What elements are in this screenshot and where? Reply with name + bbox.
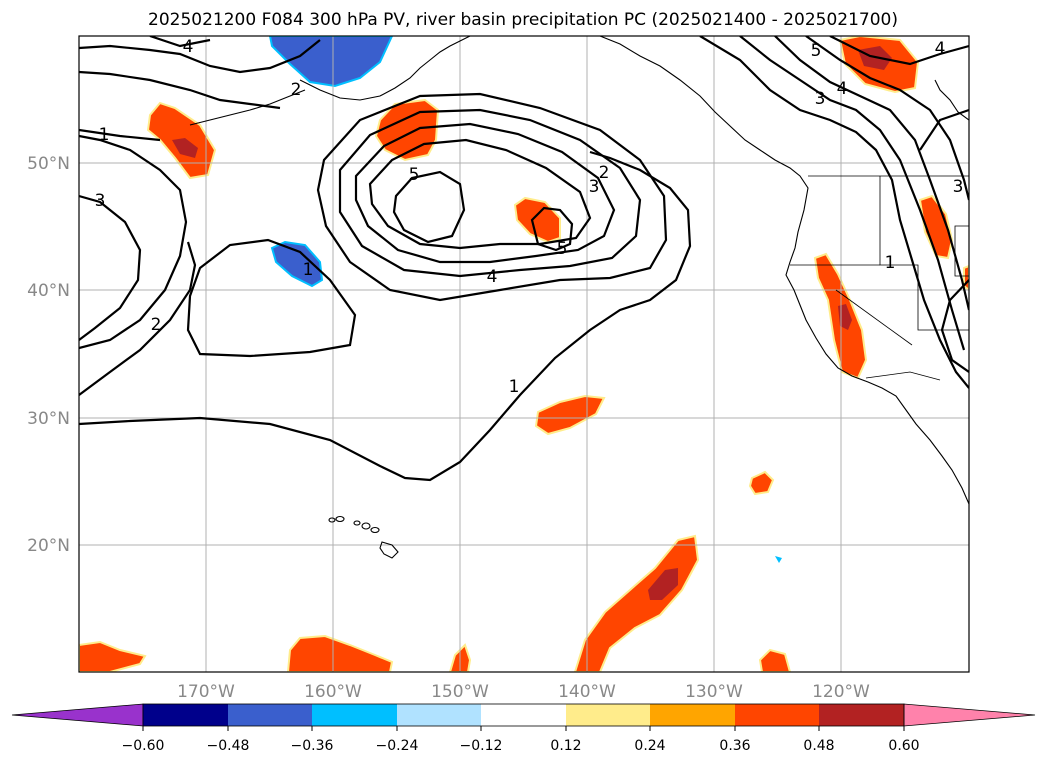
contour-label: 5 [409, 165, 420, 185]
coastlines [189, 36, 969, 505]
pv-contour-1-west [79, 241, 197, 396]
colorbar-tick-label: −0.60 [122, 738, 165, 754]
colorbar-segment [481, 704, 566, 726]
pv-contour-east-4 [805, 36, 969, 201]
pv-contour-closed-low [186, 238, 357, 358]
contour-label: 3 [589, 177, 600, 197]
pv-contour-high-2 [338, 108, 642, 278]
colorbar-segment [143, 704, 228, 726]
colorbar-segment [312, 704, 397, 726]
colorbar-tick-label: 0.36 [719, 738, 750, 754]
lon-label: 150°W [431, 682, 489, 702]
contour-label: 5 [811, 41, 822, 61]
pv-contour-high-4 [368, 138, 592, 250]
lon-label: 140°W [558, 682, 616, 702]
lat-label: 40°N [27, 281, 70, 301]
colorbar-tick-label: −0.36 [291, 738, 334, 754]
pv-contour-1-south [79, 150, 692, 482]
contour-label: 4 [837, 79, 848, 99]
colorbar-ticks: −0.60 −0.48 −0.36 −0.24 −0.12 0.12 0.24 … [122, 726, 920, 754]
colorbar-tick-label: −0.12 [460, 738, 503, 754]
contour-label: 1 [509, 377, 520, 397]
pv-contour-top-3 [79, 128, 161, 142]
pv-contour-3-west [79, 194, 142, 341]
colorbar-tick-label: −0.24 [376, 738, 419, 754]
lat-label: 30°N [27, 409, 70, 429]
contour-label: 3 [953, 177, 964, 197]
contour-label: 2 [151, 315, 162, 335]
colorbar: −0.60 −0.48 −0.36 −0.24 −0.12 0.12 0.24 … [11, 703, 1036, 754]
pv-contour-east-2 [739, 36, 966, 351]
contour-label: 1 [99, 125, 110, 145]
pv-contour-top-1 [79, 70, 281, 110]
pv-contour-2-west [79, 134, 188, 350]
colorbar-tick-label: 0.12 [550, 738, 581, 754]
contour-label: 1 [885, 253, 896, 273]
pv-contour-high-1 [316, 92, 668, 302]
colorbar-segment [397, 704, 481, 726]
map-area: 1 2 3 4 5 1 2 3 4 5 1 2 3 4 5 3 4 1 [79, 36, 969, 672]
map-frame [78, 35, 970, 673]
colorbar-extend-max [903, 703, 1036, 727]
colorbar-segment [819, 704, 904, 726]
colorbar-tick-label: −0.48 [207, 738, 250, 754]
colorbar-segment [228, 704, 312, 726]
borders [790, 175, 969, 381]
colorbar-tick-label: 0.48 [803, 738, 834, 754]
pv-contour-east-1 [699, 36, 969, 389]
lat-label: 20°N [27, 536, 70, 556]
pv-contour-east-5 [829, 36, 969, 66]
colorbar-segment [566, 704, 650, 726]
contour-label: 2 [291, 80, 302, 100]
contour-label: 4 [935, 39, 946, 59]
pv-contour-east-3 [774, 36, 969, 311]
pv-contour-high-5b [530, 206, 574, 252]
pv-contour-top-4 [149, 36, 211, 48]
contour-label: 4 [183, 37, 194, 57]
colorbar-segment [735, 704, 819, 726]
pv-contour-east-7 [940, 279, 969, 373]
lon-label: 170°W [177, 682, 235, 702]
latitude-labels: 50°N 40°N 30°N 20°N [27, 154, 70, 556]
lon-label: 120°W [812, 682, 870, 702]
contour-label: 5 [557, 239, 568, 259]
longitude-labels: 170°W 160°W 150°W 140°W 130°W 120°W [177, 682, 870, 702]
lon-label: 130°W [685, 682, 743, 702]
map-title: 2025021200 F084 300 hPa PV, river basin … [148, 10, 898, 30]
pv-contour-labels: 1 2 3 4 5 1 2 3 4 5 1 2 3 4 5 3 4 1 [95, 37, 964, 397]
pv-contour-east-6 [919, 108, 969, 151]
lat-label: 50°N [27, 154, 70, 174]
contour-label: 2 [599, 163, 610, 183]
graticule [79, 36, 969, 672]
colorbar-segment [650, 704, 735, 726]
contour-label: 1 [303, 260, 314, 280]
pv-contours [79, 36, 969, 482]
colorbar-tick-label: 0.60 [888, 738, 919, 754]
colorbar-extend-min [11, 703, 144, 727]
contour-label: 4 [487, 267, 498, 287]
contour-label: 3 [815, 89, 826, 109]
colorbar-tick-label: 0.24 [634, 738, 665, 754]
precip-negative-anomalies [268, 36, 782, 563]
pv-contour-high-5 [392, 170, 466, 244]
pv-contour-top-2 [79, 39, 321, 74]
lon-label: 160°W [304, 682, 362, 702]
pv-contour-high-3 [354, 122, 616, 264]
contour-label: 3 [95, 191, 106, 211]
hawaii-islands [328, 515, 399, 559]
